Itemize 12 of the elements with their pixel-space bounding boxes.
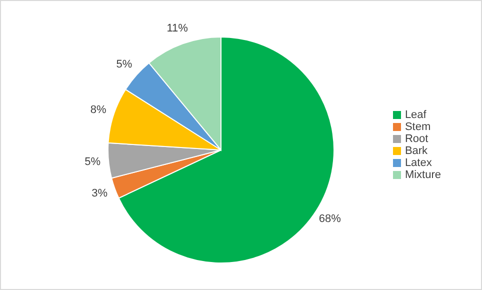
legend-label: Root	[404, 133, 428, 145]
legend-label: Stem	[404, 121, 431, 133]
legend-label: Leaf	[404, 109, 426, 121]
data-label: 68%	[318, 213, 342, 226]
data-label: 3%	[92, 188, 108, 200]
data-label: 8%	[90, 104, 106, 116]
legend-label: Latex	[404, 157, 432, 169]
legend-label: Mixture	[404, 169, 441, 181]
legend-label: Bark	[404, 145, 428, 157]
data-label: 11%	[166, 22, 188, 35]
data-label: 5%	[116, 58, 132, 71]
data-label: 5%	[84, 156, 101, 168]
